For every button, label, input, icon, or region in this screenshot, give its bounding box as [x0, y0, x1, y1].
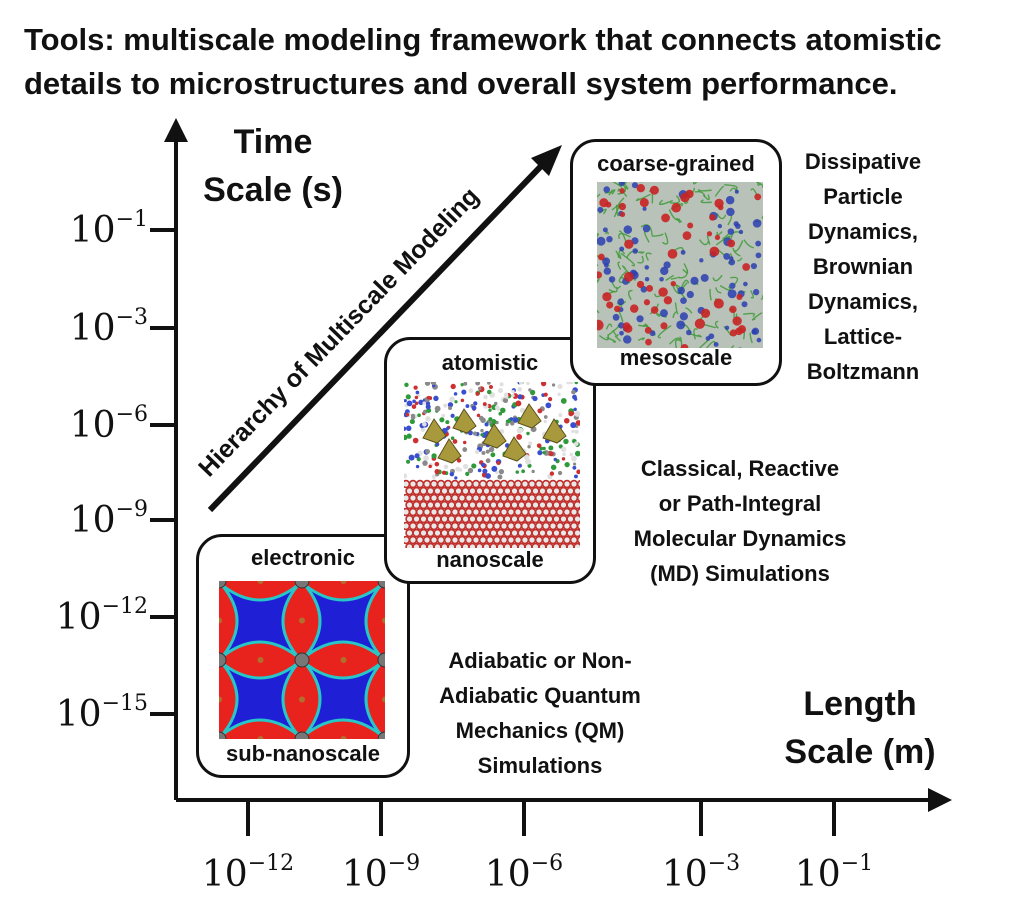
- x-tick-label: 10−9: [342, 851, 420, 895]
- md-line-3: Molecular Dynamics: [633, 526, 847, 551]
- y-tick-label: 10−6: [70, 402, 148, 446]
- x-axis-title: Length Scale (m): [770, 680, 950, 776]
- coarse-grained-image: [597, 182, 763, 348]
- x-tick-label: 10−1: [795, 851, 873, 895]
- x-tick-label: 10−3: [662, 851, 740, 895]
- coarse-grained-label: coarse-grained: [597, 151, 755, 176]
- x-tick-label: 10−12: [202, 851, 294, 895]
- x-axis-arrowhead: [928, 788, 952, 812]
- hierarchy-arrow-line: [207, 159, 548, 513]
- y-axis-arrowhead: [164, 118, 188, 142]
- qm-methods-text: Adiabatic or Non- Adiabatic Quantum Mech…: [420, 643, 660, 783]
- nanoscale-label: nanoscale: [436, 547, 544, 572]
- y-ticks: 10−1 10−3 10−6 10−9 10−12 10−15: [56, 207, 176, 735]
- coarse-grained-box: coarse-grained mesoscale: [570, 139, 782, 386]
- atomistic-box: atomistic nanoscale: [384, 337, 596, 584]
- meso-line-1: Dissipative: [804, 149, 922, 174]
- qm-line-4: Simulations: [477, 753, 603, 778]
- meso-line-7: Boltzmann: [806, 359, 920, 384]
- x-axis-title-line-1: Length: [803, 685, 917, 723]
- electronic-label: electronic: [251, 545, 355, 570]
- y-tick-label: 10−3: [70, 305, 148, 349]
- qm-line-2: Adiabatic Quantum: [439, 683, 641, 708]
- molecular-dynamics-image: [404, 382, 580, 548]
- y-axis-title-line-2: Scale (s): [203, 171, 343, 209]
- hierarchy-arrow-head: [531, 145, 562, 176]
- sub-nanoscale-label: sub-nanoscale: [225, 741, 381, 766]
- meso-methods-text: Dissipative Particle Dynamics, Brownian …: [788, 144, 938, 389]
- atomistic-label: atomistic: [441, 350, 539, 375]
- qm-line-3: Mechanics (QM): [455, 718, 625, 743]
- y-tick-label: 10−9: [70, 497, 148, 541]
- meso-line-2: Particle: [823, 184, 903, 209]
- mesoscale-label: mesoscale: [619, 345, 733, 370]
- md-line-2: or Path-Integral: [658, 491, 822, 516]
- meso-line-5: Dynamics,: [807, 289, 919, 314]
- electron-density-image: [219, 581, 385, 739]
- diagram-title: Tools: multiscale modeling framework tha…: [24, 18, 1014, 106]
- md-line-1: Classical, Reactive: [640, 456, 840, 481]
- x-tick-label: 10−6: [485, 851, 563, 895]
- meso-line-6: Lattice-: [823, 324, 903, 349]
- md-line-4: (MD) Simulations: [650, 561, 830, 586]
- y-tick-label: 10−1: [70, 207, 148, 251]
- meso-line-3: Dynamics,: [807, 219, 919, 244]
- meso-line-4: Brownian: [812, 254, 914, 279]
- x-ticks: 10−12 10−9 10−6 10−3 10−1: [202, 800, 873, 895]
- y-axis-title: Time Scale (s): [198, 118, 348, 214]
- qm-line-1: Adiabatic or Non-: [448, 648, 632, 673]
- title-line-1: Tools: multiscale modeling framework tha…: [24, 22, 942, 57]
- electronic-box: electronic sub-nanoscale: [196, 534, 410, 778]
- y-axis-title-line-1: Time: [233, 123, 313, 161]
- x-axis-title-line-2: Scale (m): [784, 733, 936, 771]
- y-tick-label: 10−15: [56, 691, 148, 735]
- md-methods-text: Classical, Reactive or Path-Integral Mol…: [605, 451, 875, 591]
- title-line-2: details to microstructures and overall s…: [24, 66, 898, 101]
- y-tick-label: 10−12: [56, 594, 148, 638]
